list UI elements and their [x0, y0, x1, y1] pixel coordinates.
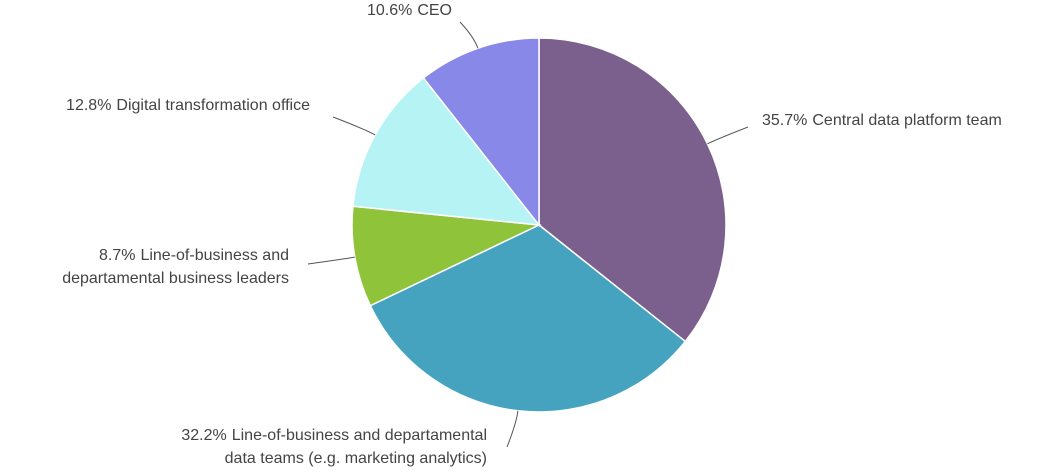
pie-slice	[422, 37, 540, 228]
slice-label: 8.7% Line-of-business and departamental bu…	[62, 247, 289, 287]
category-label: Digital transformation office	[116, 97, 310, 114]
category-label: departamental business leaders	[62, 270, 289, 287]
category-label: Central data platform team	[812, 112, 1001, 129]
pie-slice	[351, 205, 542, 307]
slice-label: 32.2% Line-of-business and departamental d…	[181, 427, 487, 467]
leader-line	[707, 126, 749, 145]
category-label: CEO	[417, 2, 452, 19]
slice-label: 12.8% Digital transformation office	[66, 97, 310, 114]
value-label: 32.2%	[181, 427, 226, 444]
leader-line	[332, 116, 376, 136]
value-label: 10.6%	[367, 2, 412, 19]
pie-slice	[369, 224, 687, 413]
leader-line	[506, 410, 519, 448]
category-label: Line-of-business and departamental	[232, 427, 487, 444]
leader-line	[307, 256, 355, 265]
value-label: 12.8%	[66, 97, 111, 114]
slice-label: 10.6% CEO	[367, 2, 452, 19]
category-label: data teams (e.g. marketing analytics)	[225, 450, 487, 467]
leader-line	[459, 21, 479, 49]
pie-slice	[538, 37, 727, 343]
value-label: 8.7%	[99, 247, 135, 264]
value-label: 35.7%	[762, 112, 807, 129]
slice-label: 35.7% Central data platform team	[762, 112, 1002, 129]
category-label: Line-of-business and	[140, 247, 289, 264]
